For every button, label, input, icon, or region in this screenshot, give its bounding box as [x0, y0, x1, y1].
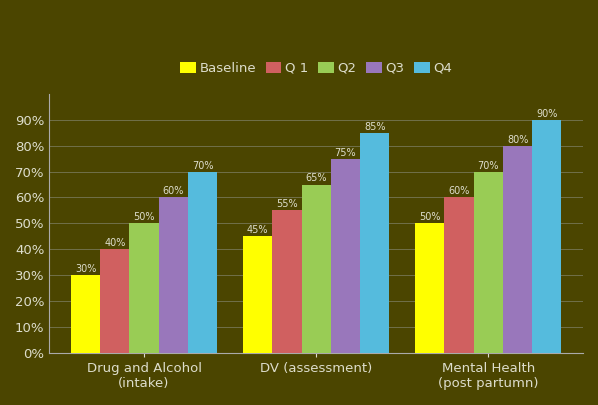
Bar — [360, 133, 389, 353]
Bar — [532, 120, 562, 353]
Text: 65%: 65% — [306, 173, 327, 183]
Bar — [100, 249, 129, 353]
Bar — [331, 159, 360, 353]
Text: 80%: 80% — [507, 134, 528, 145]
Text: 45%: 45% — [247, 225, 269, 235]
Bar — [71, 275, 100, 353]
Text: 30%: 30% — [75, 264, 96, 274]
Legend: Baseline, Q 1, Q2, Q3, Q4: Baseline, Q 1, Q2, Q3, Q4 — [175, 56, 458, 80]
Text: 70%: 70% — [192, 160, 213, 171]
Text: 85%: 85% — [364, 122, 386, 132]
Bar — [503, 146, 532, 353]
Text: 50%: 50% — [133, 212, 155, 222]
Text: 60%: 60% — [448, 186, 470, 196]
Text: 50%: 50% — [419, 212, 441, 222]
Text: 60%: 60% — [163, 186, 184, 196]
Text: 75%: 75% — [335, 147, 356, 158]
Text: 90%: 90% — [536, 109, 557, 119]
Bar — [301, 185, 331, 353]
Bar — [129, 224, 158, 353]
Bar — [474, 172, 503, 353]
Text: 40%: 40% — [104, 238, 126, 248]
Bar — [272, 211, 301, 353]
Bar — [243, 237, 272, 353]
Bar — [188, 172, 217, 353]
Bar — [415, 224, 444, 353]
Bar — [444, 198, 474, 353]
Text: 55%: 55% — [276, 199, 298, 209]
Bar — [158, 198, 188, 353]
Text: 70%: 70% — [478, 160, 499, 171]
